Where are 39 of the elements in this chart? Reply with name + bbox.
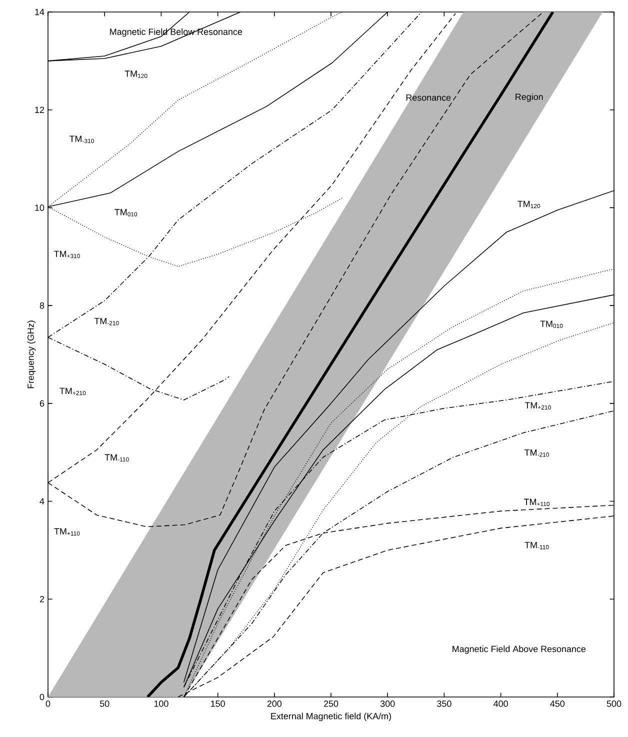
y-tick-label: 2 xyxy=(40,596,44,602)
x-tick-label: 100 xyxy=(154,700,168,707)
annotation: TM$_{+110}$ xyxy=(524,498,550,506)
x-tick-label: 450 xyxy=(550,700,565,707)
annotation: TM$_{-210}$ xyxy=(524,449,549,457)
annotation: TM$_{-110}$ xyxy=(104,454,129,462)
annotation: TM$_{-110}$ xyxy=(524,542,549,550)
annotation: TM$_{+310}$ xyxy=(54,250,80,258)
annotation: Resonance xyxy=(406,94,451,101)
x-tick-label: 350 xyxy=(437,700,452,707)
annotation: TM$_{120}$ xyxy=(518,200,540,208)
annotation: TM$_{-310}$ xyxy=(69,136,94,144)
annotation: TM$_{010}$ xyxy=(114,209,138,216)
x-tick-label: 500 xyxy=(606,700,622,707)
x-tick-label: 300 xyxy=(380,700,395,707)
annotation: Magnetic Field Below Resonance xyxy=(110,28,242,37)
annotation: TM$_{+110}$ xyxy=(54,528,80,536)
y-tick-label: 10 xyxy=(35,204,44,211)
x-tick-label: 250 xyxy=(324,700,338,707)
y-tick-label: 12 xyxy=(35,106,44,113)
x-tick-label: 200 xyxy=(267,700,282,707)
x-tick-label: 400 xyxy=(494,700,508,707)
y-tick-label: 14 xyxy=(35,8,44,16)
annotation: Magnetic Field Above Resonance xyxy=(452,646,586,654)
x-tick-label: 50 xyxy=(100,700,110,707)
annotation: Region xyxy=(516,93,543,102)
x-axis-title: External Magnetic field (KA/m) xyxy=(271,712,391,722)
y-axis-title: Frequency (GHz) xyxy=(27,320,36,388)
y-tick-label: 6 xyxy=(40,400,44,407)
y-tick-label: 8 xyxy=(40,302,44,309)
y-tick-label: 4 xyxy=(40,498,44,504)
x-tick-label: 0 xyxy=(46,700,50,707)
annotation: TM$_{-210}$ xyxy=(94,318,119,326)
annotation: TM$_{120}$ xyxy=(124,70,148,78)
x-tick-label: 150 xyxy=(211,700,225,707)
annotation: TM$_{+210}$ xyxy=(524,402,551,410)
y-tick-label: 0 xyxy=(40,694,44,700)
annotation: TM$_{+210}$ xyxy=(60,388,86,396)
annotation: TM$_{010}$ xyxy=(540,320,563,328)
